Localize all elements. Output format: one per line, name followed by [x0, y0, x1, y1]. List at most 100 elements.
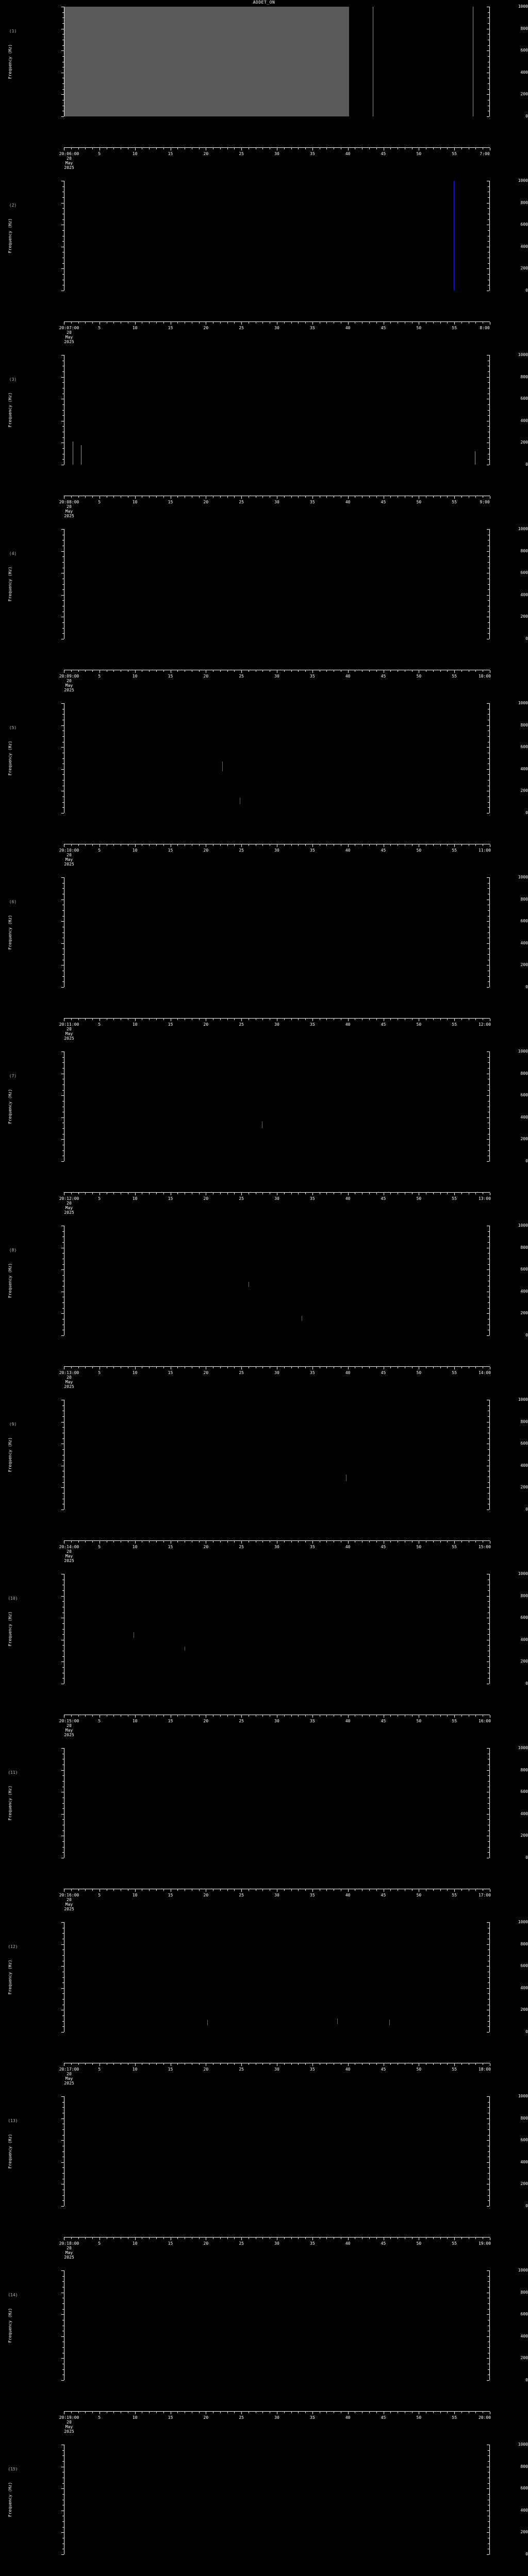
- y-minor-tick: [62, 1841, 64, 1842]
- y-minor-tick: [62, 274, 64, 275]
- y-minor-tick: [488, 1808, 489, 1809]
- x-minor-tick: [291, 844, 292, 846]
- x-minor-tick: [447, 496, 448, 498]
- x-minor-tick: [369, 844, 370, 846]
- plot-area[interactable]: [64, 1052, 490, 1161]
- x-axis-date-line: 2025: [64, 165, 74, 170]
- x-tick-label: 40: [345, 2067, 351, 2072]
- y-minor-tick: [488, 1982, 489, 1984]
- y-tick: [487, 377, 489, 378]
- y-axis-title-text: Frequency (Hz): [8, 1437, 13, 1472]
- y-tick: [487, 2140, 489, 2141]
- x-tick: [135, 2238, 136, 2240]
- y-tick-label: 400: [520, 1811, 528, 1816]
- x-minor-tick: [92, 1193, 93, 1194]
- y-minor-tick: [488, 1645, 489, 1646]
- y-tick: [61, 202, 64, 204]
- y-minor-tick: [488, 2102, 489, 2103]
- y-minor-tick: [488, 916, 489, 917]
- y-axis-right: [489, 1052, 490, 1161]
- x-axis-start-label: 20:10:00: [59, 848, 79, 853]
- x-minor-tick: [326, 1541, 327, 1543]
- x-minor-tick: [305, 1019, 306, 1020]
- x-minor-tick: [78, 844, 79, 846]
- plot-area[interactable]: [64, 1574, 490, 1684]
- y-minor-tick: [62, 1775, 64, 1776]
- y-minor-tick: [488, 802, 489, 803]
- y-tick: [487, 1748, 489, 1749]
- y-minor-tick: [62, 888, 64, 889]
- plot-area[interactable]: [64, 529, 490, 639]
- y-minor-tick: [488, 633, 489, 634]
- plot-area[interactable]: [64, 703, 490, 813]
- x-minor-tick: [433, 322, 434, 324]
- x-tick-label: 15: [168, 1893, 173, 1897]
- y-tick: [61, 1944, 64, 1945]
- x-tick-label: 25: [239, 848, 244, 853]
- y-minor-tick: [62, 584, 64, 585]
- y-minor-tick: [62, 208, 64, 209]
- y-minor-tick: [488, 448, 489, 449]
- x-tick-label: 55: [452, 2415, 457, 2420]
- y-tick: [61, 2140, 64, 2141]
- y-minor-tick: [62, 459, 64, 460]
- y-minor-tick: [62, 2200, 64, 2201]
- x-minor-tick: [291, 1541, 292, 1543]
- plot-area[interactable]: [64, 2445, 490, 2554]
- y-minor-tick: [62, 404, 64, 405]
- plot-area[interactable]: [64, 1748, 490, 1858]
- x-minor-tick: [284, 1889, 285, 1891]
- y-tick: [487, 2488, 489, 2489]
- y-minor-tick: [488, 1803, 489, 1804]
- x-tick-label: 35: [310, 500, 315, 504]
- x-tick-label: 15: [168, 848, 173, 853]
- plot-area[interactable]: [64, 1400, 490, 1510]
- x-minor-tick: [461, 2238, 462, 2239]
- x-tick-label: 5: [98, 500, 101, 504]
- x-axis-date-line: May: [65, 1728, 73, 1733]
- x-minor-tick: [369, 1019, 370, 1020]
- plot-area[interactable]: [64, 355, 490, 465]
- y-minor-tick: [488, 910, 489, 911]
- x-minor-tick: [475, 1889, 476, 1891]
- x-tick-label: 45: [381, 2415, 386, 2420]
- x-tick-label: 50: [416, 2241, 422, 2246]
- x-tick-label: 20: [203, 2241, 209, 2246]
- x-minor-tick: [92, 2238, 93, 2239]
- x-axis-date-line: 20: [67, 853, 72, 857]
- plot-area[interactable]: [64, 7, 490, 116]
- x-minor-tick: [163, 1367, 164, 1368]
- plot-area[interactable]: [64, 2096, 490, 2206]
- x-minor-tick: [149, 844, 150, 846]
- x-minor-tick: [227, 148, 228, 149]
- y-minor-tick: [62, 981, 64, 982]
- x-minor-tick: [461, 1541, 462, 1543]
- y-tick-label: 600: [520, 919, 528, 924]
- y-minor-tick: [62, 2107, 64, 2108]
- plot-area[interactable]: [64, 877, 490, 987]
- y-tick-label: 200: [520, 2181, 528, 2187]
- plot-area[interactable]: [64, 1922, 490, 2032]
- x-minor-tick: [475, 148, 476, 149]
- x-tick-label: 35: [310, 2415, 315, 2420]
- plot-area[interactable]: [64, 1226, 490, 1335]
- x-axis-date-line: 20: [67, 2246, 72, 2250]
- y-tick-label: 600: [520, 1093, 528, 1098]
- x-minor-tick: [199, 1889, 200, 1891]
- y-minor-tick: [62, 1656, 64, 1657]
- x-minor-tick: [177, 496, 178, 498]
- x-minor-tick: [85, 2412, 86, 2413]
- y-tick: [487, 202, 489, 204]
- y-minor-tick: [488, 1977, 489, 1978]
- x-tick: [348, 2063, 349, 2066]
- y-tick-label: 1000: [518, 178, 528, 183]
- x-minor-tick: [440, 844, 441, 846]
- x-tick-label: 40: [345, 326, 351, 330]
- plot-area[interactable]: [64, 181, 490, 291]
- y-tick: [487, 2096, 489, 2097]
- y-tick: [487, 529, 489, 530]
- plot-area[interactable]: [64, 2270, 490, 2380]
- y-tick-label: 800: [520, 722, 528, 727]
- x-axis-date-line: 20: [67, 1897, 72, 1902]
- x-minor-tick: [461, 1889, 462, 1891]
